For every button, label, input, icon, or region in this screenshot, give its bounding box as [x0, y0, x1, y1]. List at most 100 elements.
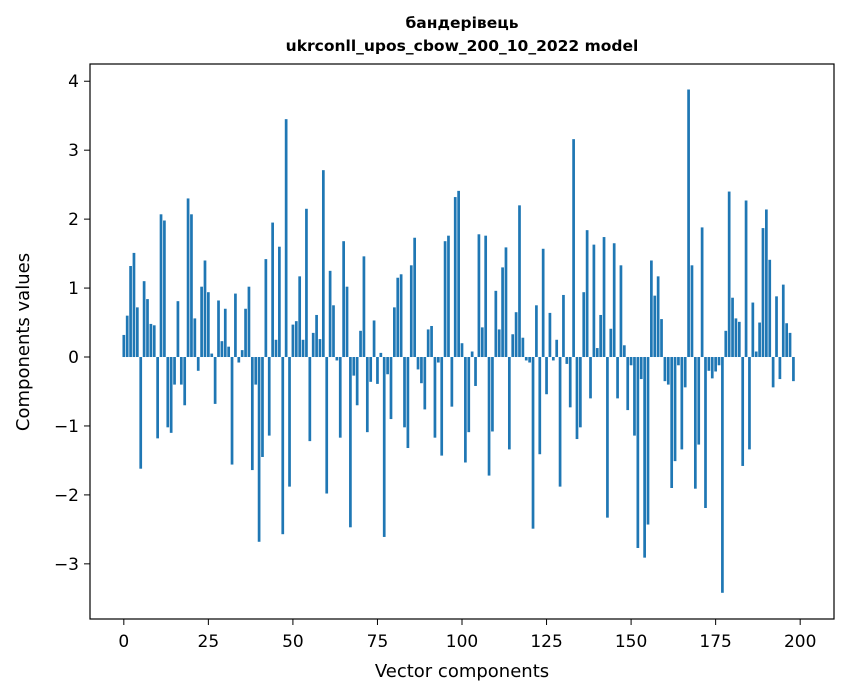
bar-138	[589, 357, 592, 399]
y-tick-label: −1	[54, 417, 79, 437]
bar-10	[156, 357, 159, 439]
bar-70	[359, 330, 362, 358]
bar-80	[393, 307, 396, 358]
bar-88	[420, 357, 423, 384]
bar-13	[166, 357, 170, 428]
bar-123	[538, 357, 542, 455]
bar-14	[169, 357, 173, 433]
bar-197	[788, 332, 792, 358]
bar-141	[599, 314, 603, 358]
bar-181	[734, 318, 738, 358]
x-axis-ticks: 0 25 50 75 100 125 150 175 200	[118, 619, 816, 652]
bar-124	[541, 248, 545, 358]
bar-43	[267, 357, 271, 436]
bar-64	[338, 357, 342, 438]
y-axis-label: Components values	[13, 253, 34, 431]
bar-26	[210, 353, 214, 358]
bar-54	[305, 208, 308, 358]
chart-subtitle: ukrconll_upos_cbow_200_10_2022 model	[286, 37, 639, 55]
bar-20	[190, 214, 193, 358]
x-tick-label: 0	[118, 632, 129, 652]
bar-58	[318, 339, 322, 358]
bar-179	[727, 191, 731, 358]
bar-196	[785, 323, 789, 358]
bar-0	[122, 334, 126, 358]
bar-83	[403, 357, 406, 428]
bar-118	[521, 337, 525, 358]
bar-135	[579, 357, 582, 428]
bar-72	[365, 357, 369, 433]
bar-172	[704, 357, 707, 508]
bar-30	[223, 308, 227, 358]
bar-143	[606, 357, 609, 518]
bar-6	[142, 281, 146, 358]
bar-29	[220, 341, 224, 358]
bar-139	[592, 244, 596, 358]
y-tick-label: 2	[68, 210, 79, 230]
bar-57	[315, 314, 318, 358]
bar-109	[491, 357, 494, 432]
bar-167	[687, 89, 690, 358]
bar-40	[257, 357, 261, 542]
bar-110	[494, 290, 498, 358]
bar-45	[274, 339, 278, 358]
bar-74	[372, 320, 376, 358]
bar-103	[470, 351, 474, 358]
bar-100	[460, 343, 464, 358]
bar-193	[775, 296, 778, 358]
bar-195	[781, 284, 785, 358]
bar-155	[646, 357, 650, 525]
y-tick-label: −2	[54, 486, 79, 506]
bar-52	[298, 276, 302, 358]
bar-148	[622, 345, 626, 358]
bar-142	[602, 237, 606, 358]
bar-107	[484, 235, 488, 358]
bar-144	[609, 328, 613, 358]
y-tick-label: 3	[68, 141, 79, 161]
bar-50	[291, 324, 295, 358]
bar-17	[179, 357, 183, 385]
bar-87	[416, 357, 420, 370]
bar-183	[741, 357, 745, 466]
bar-194	[778, 357, 782, 380]
bar-187	[754, 351, 758, 358]
bar-134	[575, 357, 579, 440]
bar-27	[213, 357, 217, 404]
bar-3	[132, 252, 136, 358]
bar-147	[619, 265, 623, 358]
bar-42	[264, 259, 268, 358]
bar-67	[349, 357, 352, 528]
bar-49	[288, 357, 291, 487]
bar-151	[633, 357, 636, 436]
bar-28	[217, 300, 220, 358]
bar-41	[261, 357, 264, 457]
bar-34	[237, 357, 241, 363]
bar-111	[497, 329, 501, 358]
bar-38	[250, 357, 254, 471]
bar-91	[430, 325, 433, 358]
y-tick-label: 0	[68, 348, 79, 368]
bar-61	[328, 270, 332, 358]
bar-78	[386, 357, 389, 375]
bar-166	[683, 357, 687, 388]
bar-101	[464, 357, 467, 463]
bar-23	[200, 286, 203, 358]
bar-130	[562, 294, 565, 358]
bar-153	[639, 357, 643, 380]
bar-51	[294, 321, 298, 358]
bar-71	[362, 256, 366, 358]
bar-149	[626, 357, 630, 411]
bar-98	[453, 197, 457, 358]
bar-105	[477, 234, 481, 358]
bar-5	[139, 357, 143, 469]
bar-4	[135, 307, 139, 358]
bar-53	[301, 339, 305, 358]
bar-122	[535, 305, 538, 358]
bar-84	[406, 357, 410, 449]
bar-31	[227, 346, 231, 358]
bar-2	[129, 266, 132, 358]
bar-19	[186, 198, 190, 358]
bar-92	[433, 357, 437, 438]
bar-55	[308, 357, 312, 442]
bar-186	[751, 302, 755, 358]
